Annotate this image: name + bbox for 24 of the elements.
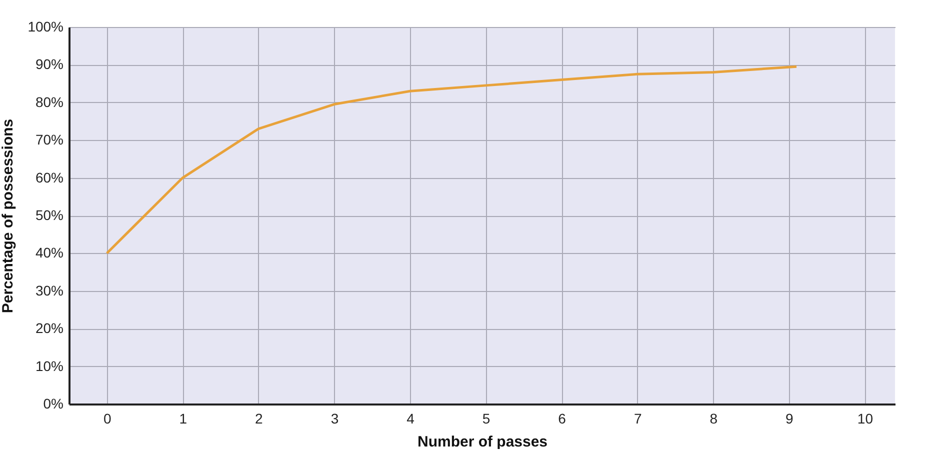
y-tick-label: 70%	[35, 132, 64, 148]
line-series	[106, 65, 798, 254]
y-tick-label: 90%	[35, 56, 64, 72]
y-tick-label: 80%	[35, 94, 64, 110]
y-tick-label: 30%	[35, 282, 64, 298]
x-tick-label: 1	[179, 410, 188, 426]
y-tick-label: 10%	[35, 358, 64, 374]
y-tick-label: 60%	[35, 169, 64, 186]
y-axis-title: Percentage of possessions	[0, 118, 17, 314]
y-tick-label: 0%	[43, 396, 64, 412]
x-tick-label: 7	[634, 410, 642, 426]
x-tick-label: 0	[103, 410, 112, 426]
y-tick-label: 20%	[35, 320, 64, 336]
x-tick-label: 9	[786, 410, 794, 426]
y-tick-label: 50%	[35, 207, 64, 223]
x-tick-label: 10	[857, 410, 874, 426]
x-tick-label: 3	[330, 410, 339, 426]
x-tick-label: 6	[558, 410, 566, 426]
x-tick-label: 8	[710, 410, 718, 426]
y-tick-label: 40%	[35, 244, 64, 261]
x-tick-label: 2	[255, 410, 264, 426]
y-tick-label: 100%	[28, 18, 64, 34]
x-tick-label: 4	[406, 410, 415, 426]
x-tick-label: 5	[482, 410, 490, 426]
